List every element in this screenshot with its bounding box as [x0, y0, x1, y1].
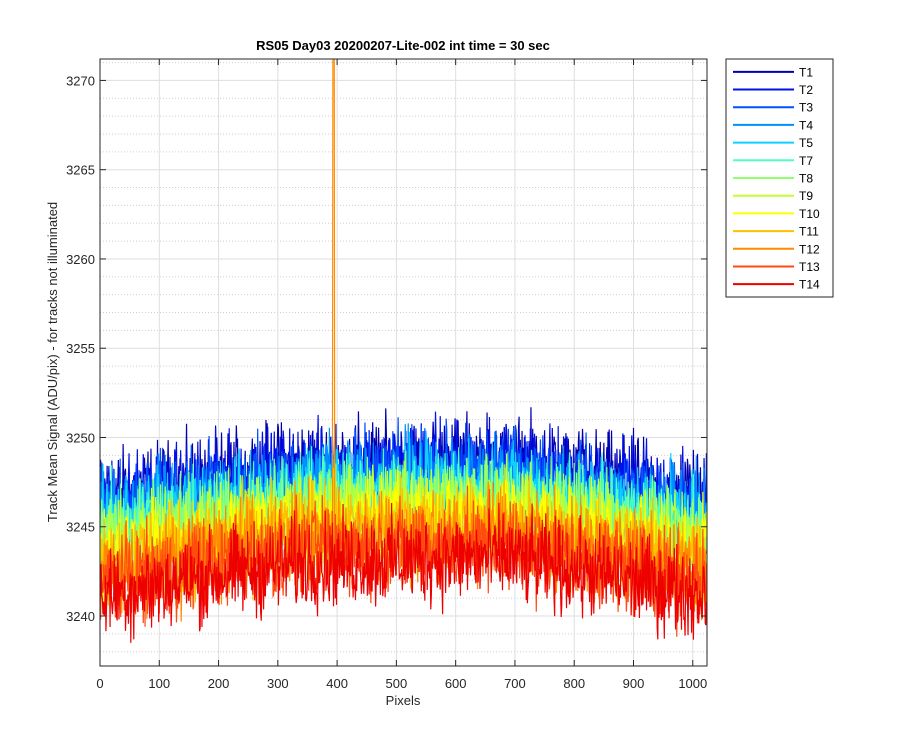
x-tick-label: 600	[445, 676, 467, 691]
chart-title: RS05 Day03 20200207-Lite-002 int time = …	[256, 38, 550, 53]
y-tick-label: 3245	[66, 520, 95, 535]
x-tick-label: 900	[623, 676, 645, 691]
x-axis-label: Pixels	[386, 693, 421, 708]
y-tick-label: 3240	[66, 609, 95, 624]
legend-label: T7	[799, 154, 813, 168]
plot-axes-box	[99, 58, 708, 667]
y-tick-label: 3265	[66, 163, 95, 178]
y-axis-label: Track Mean Signal (ADU/pix) - for tracks…	[45, 202, 60, 522]
x-tick-label: 300	[267, 676, 289, 691]
legend-label: T5	[799, 136, 813, 150]
legend-label: T3	[799, 101, 813, 115]
axis-ticks: 0 100 200 300 400 500 600 700 800 900 1000 3240 3245…	[66, 59, 707, 691]
x-tick-label: 700	[504, 676, 526, 691]
legend-label: T14	[799, 278, 820, 292]
x-tick-label: 400	[326, 676, 348, 691]
x-tick-label: 1000	[678, 676, 707, 691]
series-layer	[100, 59, 707, 643]
legend-label: T2	[799, 83, 813, 97]
y-tick-label: 3260	[66, 252, 95, 267]
legend-label: T11	[799, 225, 819, 239]
x-tick-label: 500	[386, 676, 408, 691]
x-tick-label: 200	[208, 676, 230, 691]
y-tick-label: 3255	[66, 341, 95, 356]
legend-label: T10	[799, 207, 820, 221]
legend-label: T13	[799, 260, 820, 274]
legend: T1 T2 T3 T4 T5 T7 T8 T9 T10 T11 T12 T13 T14	[725, 58, 834, 298]
legend-label: T8	[799, 172, 813, 186]
x-tick-label: 100	[148, 676, 170, 691]
y-tick-label: 3270	[66, 73, 95, 88]
x-tick-label: 0	[96, 676, 103, 691]
legend-label: T4	[799, 118, 813, 132]
legend-label: T1	[799, 65, 813, 79]
series-line-t14	[100, 502, 707, 643]
y-tick-label: 3250	[66, 430, 95, 445]
legend-label: T9	[799, 189, 813, 203]
legend-label: T12	[799, 242, 820, 256]
x-tick-label: 800	[563, 676, 585, 691]
